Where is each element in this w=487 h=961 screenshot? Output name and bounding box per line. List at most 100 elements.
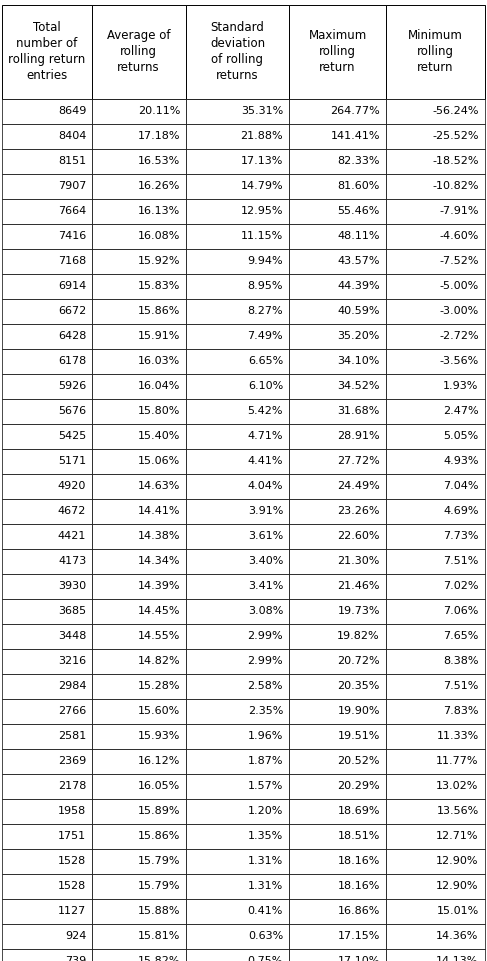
Bar	[186, 149, 289, 174]
Bar	[2, 474, 92, 499]
Text: 924: 924	[65, 931, 86, 941]
Text: -5.00%: -5.00%	[439, 282, 479, 291]
Bar	[186, 199, 289, 224]
Text: 4.69%: 4.69%	[443, 506, 479, 516]
Text: 5926: 5926	[58, 382, 86, 391]
Bar	[92, 399, 186, 424]
Text: -25.52%: -25.52%	[432, 132, 479, 141]
Text: 13.02%: 13.02%	[436, 781, 479, 791]
Text: 12.90%: 12.90%	[436, 881, 479, 891]
Text: 15.28%: 15.28%	[137, 681, 180, 691]
Bar	[289, 349, 386, 374]
Bar	[186, 749, 289, 774]
Text: 13.56%: 13.56%	[436, 806, 479, 816]
Bar	[2, 749, 92, 774]
Bar	[2, 149, 92, 174]
Text: 16.86%: 16.86%	[337, 906, 380, 916]
Bar	[186, 874, 289, 899]
Text: 3685: 3685	[58, 606, 86, 616]
Bar	[92, 424, 186, 449]
Bar	[92, 149, 186, 174]
Bar	[386, 474, 485, 499]
Text: Minimum
rolling
return: Minimum rolling return	[408, 30, 463, 74]
Text: -3.00%: -3.00%	[439, 307, 479, 316]
Bar	[289, 424, 386, 449]
Bar	[186, 724, 289, 749]
Bar	[92, 899, 186, 924]
Text: 5.05%: 5.05%	[443, 431, 479, 441]
Text: 15.79%: 15.79%	[137, 881, 180, 891]
Bar	[386, 599, 485, 624]
Bar	[92, 374, 186, 399]
Bar	[92, 99, 186, 124]
Bar	[289, 249, 386, 274]
Bar	[186, 449, 289, 474]
Text: 0.75%: 0.75%	[248, 956, 283, 961]
Bar	[92, 299, 186, 324]
Text: 5.42%: 5.42%	[247, 407, 283, 416]
Text: 3.91%: 3.91%	[248, 506, 283, 516]
Bar	[186, 549, 289, 574]
Text: 7.04%: 7.04%	[443, 481, 479, 491]
Bar	[386, 274, 485, 299]
Text: 1958: 1958	[58, 806, 86, 816]
Bar	[2, 424, 92, 449]
Text: 14.38%: 14.38%	[137, 531, 180, 541]
Bar	[2, 199, 92, 224]
Text: 16.13%: 16.13%	[138, 207, 180, 216]
Text: 15.01%: 15.01%	[436, 906, 479, 916]
Text: 8404: 8404	[58, 132, 86, 141]
Bar	[92, 649, 186, 674]
Bar	[386, 324, 485, 349]
Bar	[386, 374, 485, 399]
Bar	[289, 724, 386, 749]
Text: 4173: 4173	[58, 556, 86, 566]
Bar	[386, 674, 485, 699]
Bar	[289, 5, 386, 99]
Bar	[386, 949, 485, 961]
Bar	[2, 299, 92, 324]
Text: 18.51%: 18.51%	[337, 831, 380, 841]
Bar	[186, 474, 289, 499]
Text: 15.89%: 15.89%	[137, 806, 180, 816]
Text: 18.16%: 18.16%	[337, 881, 380, 891]
Bar	[289, 599, 386, 624]
Text: -4.60%: -4.60%	[439, 232, 479, 241]
Bar	[386, 649, 485, 674]
Bar	[2, 949, 92, 961]
Text: 1.57%: 1.57%	[248, 781, 283, 791]
Text: 14.55%: 14.55%	[138, 631, 180, 641]
Bar	[92, 174, 186, 199]
Bar	[186, 224, 289, 249]
Text: 4.41%: 4.41%	[247, 456, 283, 466]
Bar	[92, 874, 186, 899]
Bar	[386, 549, 485, 574]
Text: 8.38%: 8.38%	[443, 656, 479, 666]
Text: 739: 739	[65, 956, 86, 961]
Bar	[289, 824, 386, 849]
Text: 3216: 3216	[58, 656, 86, 666]
Bar	[289, 449, 386, 474]
Text: 264.77%: 264.77%	[330, 107, 380, 116]
Bar	[186, 524, 289, 549]
Text: 15.82%: 15.82%	[137, 956, 180, 961]
Text: 27.72%: 27.72%	[337, 456, 380, 466]
Bar	[289, 474, 386, 499]
Text: -56.24%: -56.24%	[432, 107, 479, 116]
Text: 15.60%: 15.60%	[138, 706, 180, 716]
Text: 7168: 7168	[58, 257, 86, 266]
Bar	[386, 349, 485, 374]
Bar	[289, 124, 386, 149]
Bar	[186, 399, 289, 424]
Bar	[2, 899, 92, 924]
Bar	[386, 874, 485, 899]
Bar	[289, 174, 386, 199]
Text: 15.40%: 15.40%	[138, 431, 180, 441]
Text: 4.93%: 4.93%	[443, 456, 479, 466]
Text: 12.90%: 12.90%	[436, 856, 479, 866]
Text: 19.82%: 19.82%	[337, 631, 380, 641]
Text: 5425: 5425	[58, 431, 86, 441]
Text: 19.51%: 19.51%	[337, 731, 380, 741]
Bar	[289, 374, 386, 399]
Text: 43.57%: 43.57%	[337, 257, 380, 266]
